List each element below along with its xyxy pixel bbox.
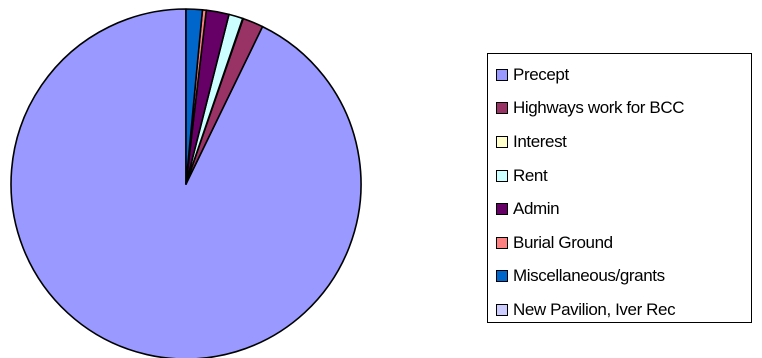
legend-item: New Pavilion, Iver Rec: [496, 293, 751, 327]
legend-item: Miscellaneous/grants: [496, 260, 751, 294]
legend-item: Interest: [496, 125, 751, 159]
legend-label: Admin: [513, 199, 560, 219]
legend-swatch: [496, 270, 508, 283]
legend-label: Burial Ground: [513, 232, 613, 252]
pie-slice-precept: [10, 8, 362, 358]
legend-label: Precept: [513, 64, 569, 84]
legend-swatch: [496, 236, 508, 249]
legend-label: Highways work for BCC: [513, 98, 685, 118]
legend-label: Rent: [513, 165, 548, 185]
legend-list: Precept Highways work for BCC Interest Rent…: [488, 54, 751, 327]
legend-swatch: [496, 102, 508, 115]
legend-label: Interest: [513, 131, 567, 151]
legend-swatch: [496, 203, 508, 216]
legend-swatch: [496, 169, 508, 182]
legend-label: New Pavilion, Iver Rec: [513, 299, 676, 319]
pie-chart: [10, 8, 362, 358]
legend-label: Miscellaneous/grants: [513, 266, 665, 286]
legend-item: Admin: [496, 192, 751, 226]
legend-item: Highways work for BCC: [496, 92, 751, 126]
legend-item: Rent: [496, 159, 751, 193]
legend-swatch: [496, 68, 508, 81]
legend-swatch: [496, 303, 508, 316]
legend-swatch: [496, 135, 508, 148]
chart-legend: Precept Highways work for BCC Interest Rent…: [487, 53, 752, 323]
pie-slice-miscellaneous-grants: [185, 8, 204, 185]
legend-item: Precept: [496, 58, 751, 92]
legend-item: Burial Ground: [496, 226, 751, 260]
